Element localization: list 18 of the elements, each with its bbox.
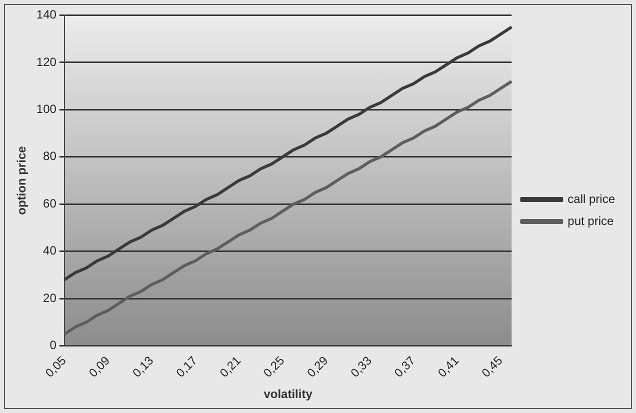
legend-label: put price <box>568 214 614 228</box>
y-tick-label: 40 <box>43 244 57 258</box>
x-tick-label: 0,41 <box>435 353 462 380</box>
x-tick-label: 0,29 <box>304 353 331 380</box>
y-tick-label: 80 <box>43 149 57 164</box>
y-tick-label: 140 <box>36 8 57 22</box>
y-axis-title: option price <box>14 146 29 215</box>
y-tick-label: 0 <box>50 338 57 352</box>
y-tick-label: 20 <box>43 290 57 305</box>
y-tick-label: 120 <box>36 54 57 69</box>
x-tick-label: 0,13 <box>130 353 156 380</box>
y-tick-label: 100 <box>36 102 57 116</box>
y-tick-label: 60 <box>43 196 57 210</box>
legend-label: call price <box>568 192 616 206</box>
x-tick-label: 0,09 <box>86 353 113 380</box>
x-tick-label: 0,33 <box>348 353 375 380</box>
x-axis-title: volatility <box>264 387 313 402</box>
x-tick-label: 0,21 <box>216 353 244 380</box>
